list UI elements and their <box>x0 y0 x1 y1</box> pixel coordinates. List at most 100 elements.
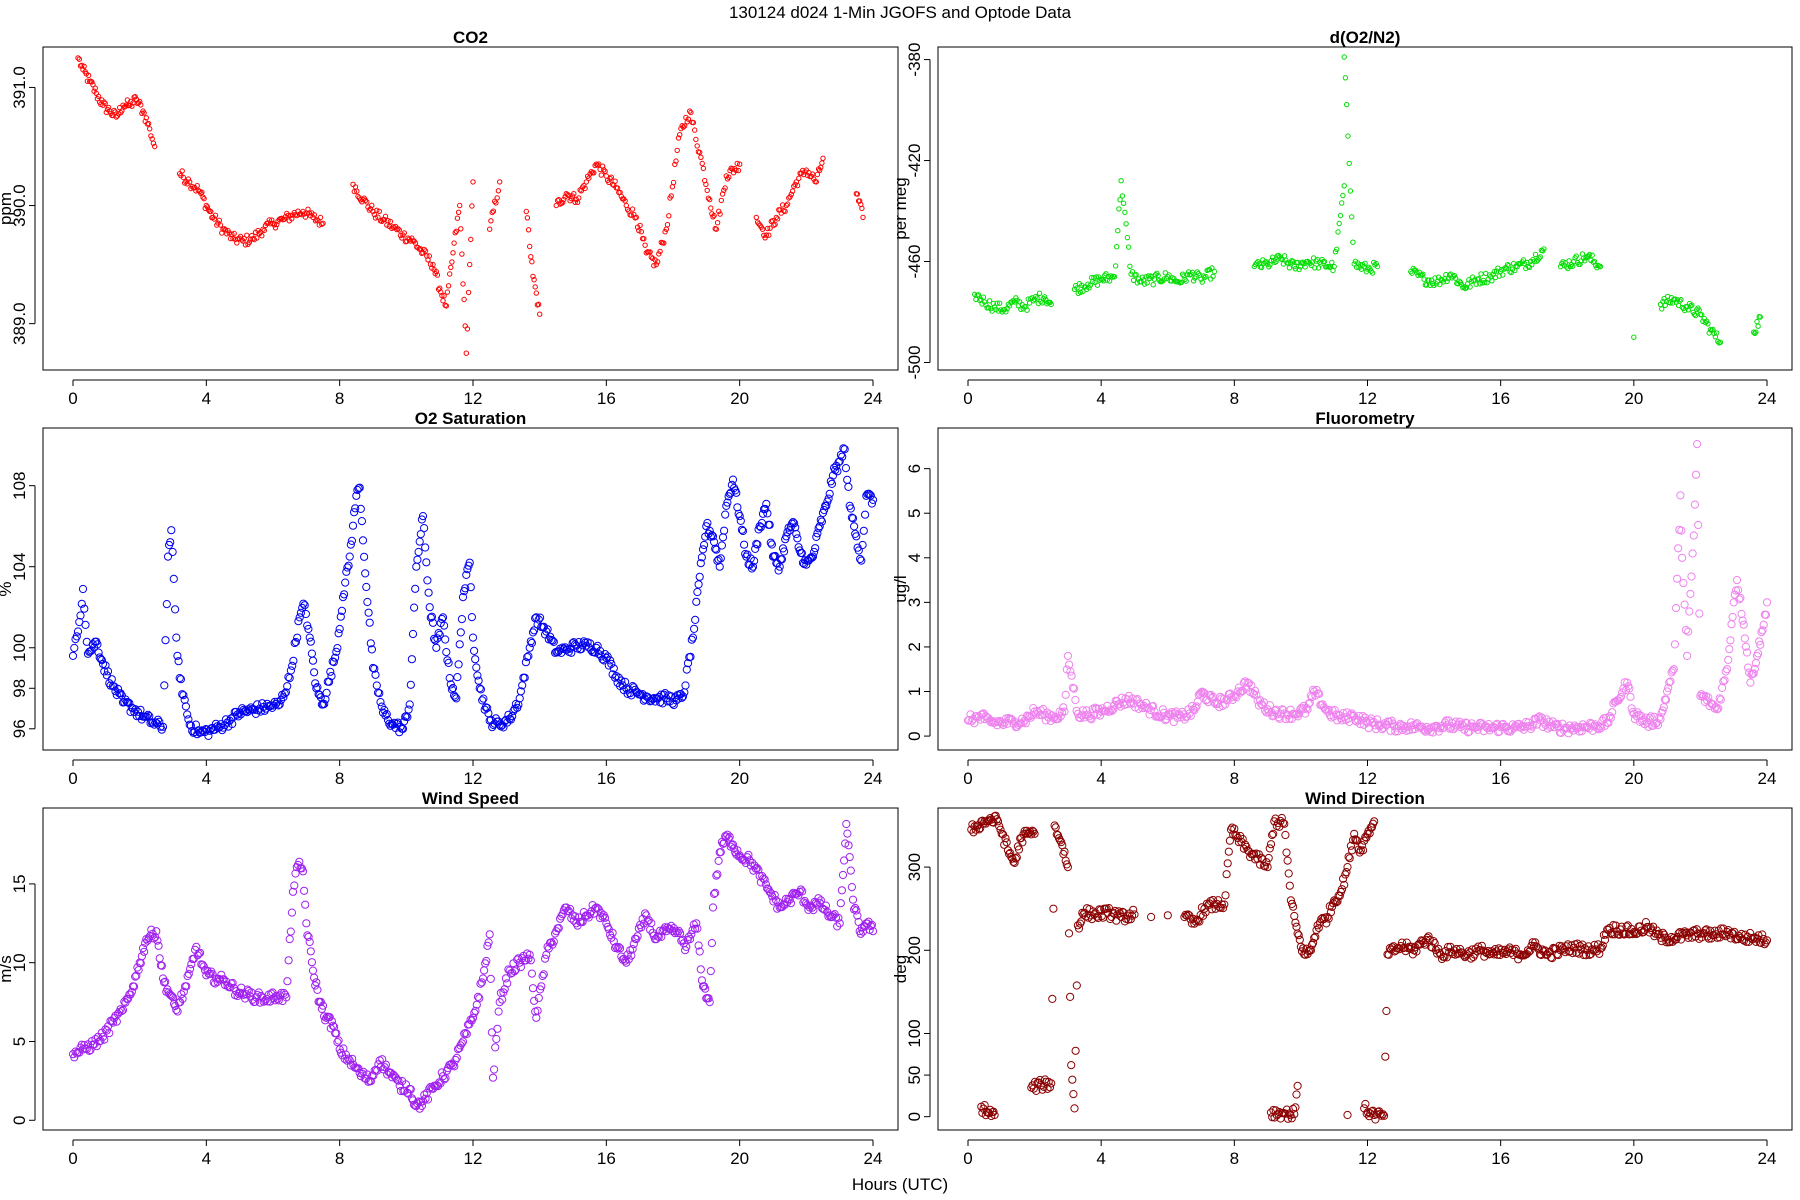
series-points <box>75 55 866 356</box>
data-point-fill <box>1598 941 1607 950</box>
data-point-fill <box>1059 703 1068 712</box>
data-point-fill <box>354 188 360 194</box>
data-point <box>840 445 849 454</box>
data-point-fill <box>1446 723 1456 732</box>
data-point-fill <box>641 236 647 242</box>
data-point-fill <box>674 147 680 154</box>
data-point-fill <box>1605 712 1614 721</box>
data-point-fill <box>777 555 787 564</box>
data-point-fill <box>1129 269 1136 275</box>
data-point-fill <box>167 992 176 1001</box>
data-point-fill <box>283 682 292 691</box>
data-point <box>203 202 210 209</box>
data-point-fill <box>534 993 543 1003</box>
data-point-fill <box>269 217 275 223</box>
data-point-fill <box>143 115 150 121</box>
y-tick-label: 100 <box>10 634 29 662</box>
data-point-fill <box>442 648 451 657</box>
y-tick-label: 4 <box>905 553 924 562</box>
data-point-fill <box>166 991 175 1000</box>
data-point-fill <box>1198 687 1207 696</box>
data-point-fill <box>325 677 334 686</box>
data-point <box>1010 858 1019 868</box>
data-point-fill <box>1202 274 1208 281</box>
y-tick-label: 0 <box>905 731 924 740</box>
data-point-fill <box>700 540 709 550</box>
data-point-fill <box>1192 275 1198 281</box>
data-point-fill <box>699 160 705 167</box>
data-point-fill <box>132 971 141 980</box>
x-tick-label: 20 <box>730 389 749 408</box>
data-point <box>458 593 468 602</box>
data-point-fill <box>747 564 757 573</box>
data-point-fill <box>1298 705 1307 714</box>
panel-title: Wind Speed <box>422 789 519 808</box>
data-point-fill <box>80 604 89 613</box>
data-point-fill <box>628 945 637 954</box>
data-point-fill <box>762 235 768 241</box>
data-point-fill <box>396 1086 405 1096</box>
data-point-fill <box>174 657 183 666</box>
data-point <box>295 613 304 622</box>
data-point-fill <box>103 667 113 676</box>
data-point-fill <box>285 935 294 944</box>
data-point <box>300 601 309 610</box>
data-point-fill <box>1365 829 1374 838</box>
data-point-fill <box>756 523 765 532</box>
data-point-fill <box>321 695 330 704</box>
data-point-fill <box>1445 275 1452 282</box>
data-point <box>172 633 181 642</box>
data-point-fill <box>217 222 224 228</box>
data-point-fill <box>1278 818 1288 828</box>
data-point-fill <box>623 950 632 959</box>
data-point-fill <box>1491 945 1500 954</box>
data-point-fill <box>495 188 502 194</box>
data-point-fill <box>81 620 90 630</box>
data-point-fill <box>995 822 1004 831</box>
data-point-fill <box>661 240 667 246</box>
data-point-fill <box>608 928 617 938</box>
data-point-fill <box>722 185 728 191</box>
data-point-fill <box>753 540 762 549</box>
data-point <box>475 684 484 693</box>
data-point-fill <box>1738 616 1747 625</box>
data-point-fill <box>794 182 801 189</box>
data-point-fill <box>804 172 811 179</box>
data-point-fill <box>459 251 465 257</box>
data-point-fill <box>1691 311 1698 318</box>
data-point-fill <box>810 547 819 557</box>
data-point-fill <box>1688 549 1697 558</box>
data-point-fill <box>530 626 539 635</box>
x-tick-label: 16 <box>597 1149 616 1168</box>
data-point <box>1070 1104 1079 1113</box>
data-point-fill <box>466 1015 475 1024</box>
data-point-fill <box>183 710 192 719</box>
data-point-fill <box>704 994 713 1003</box>
data-point-fill <box>1432 275 1438 281</box>
data-point-fill <box>249 232 255 239</box>
data-point-fill <box>1536 255 1542 261</box>
y-axis-label: deg <box>891 955 910 983</box>
data-point-fill <box>382 710 391 719</box>
data-point-fill <box>366 639 375 648</box>
data-point-fill <box>204 731 213 741</box>
data-point-fill <box>1314 923 1323 933</box>
data-point-fill <box>816 896 826 905</box>
data-point-fill <box>246 239 253 246</box>
data-point-fill <box>617 676 626 685</box>
data-point <box>497 179 503 185</box>
series-points <box>68 444 878 741</box>
data-point-fill <box>462 570 471 580</box>
data-point-fill <box>299 212 305 218</box>
data-point-fill <box>1687 572 1696 581</box>
data-point-fill <box>1207 905 1217 914</box>
figure-xlabel: Hours (UTC) <box>852 1175 948 1194</box>
data-point-fill <box>601 913 610 922</box>
data-point-fill <box>541 954 550 963</box>
data-point-fill <box>1194 916 1203 925</box>
data-point-fill <box>1478 271 1484 277</box>
data-point-fill <box>1537 254 1544 260</box>
data-point-fill <box>1109 274 1115 280</box>
data-point-fill <box>732 488 741 497</box>
data-point <box>1501 266 1507 272</box>
